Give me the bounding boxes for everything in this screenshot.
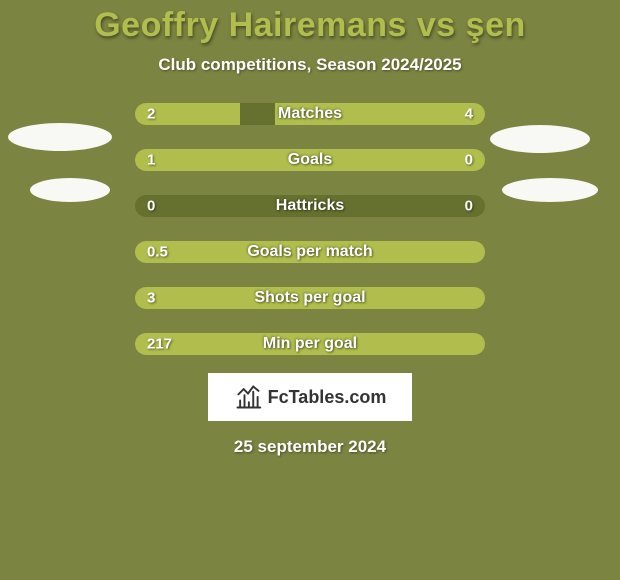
stat-row: Goals per match 0.5 <box>0 241 620 263</box>
stat-bar-track: Hattricks 0 0 <box>135 195 485 217</box>
player-right-name: şen <box>466 6 526 44</box>
stat-row: Goals 1 0 <box>0 149 620 171</box>
player-left-name: Geoffry Hairemans <box>94 6 407 44</box>
subtitle: Club competitions, Season 2024/2025 <box>158 55 461 75</box>
stat-label: Goals per match <box>247 243 372 261</box>
stat-right-value: 4 <box>465 106 473 123</box>
stat-bar-track: Goals per match 0.5 <box>135 241 485 263</box>
comparison-infographic: Geoffry Hairemans vs şen Club competitio… <box>0 0 620 580</box>
stat-label: Hattricks <box>276 197 344 215</box>
stat-row: Min per goal 217 <box>0 333 620 355</box>
stat-left-value: 217 <box>147 336 172 353</box>
stat-label: Matches <box>278 105 342 123</box>
stat-row: Matches 2 4 <box>0 103 620 125</box>
date-label: 25 september 2024 <box>234 437 386 457</box>
logo-text: FcTables.com <box>268 387 387 408</box>
stat-bar-track: Min per goal 217 <box>135 333 485 355</box>
fctables-logo: FcTables.com <box>208 373 412 421</box>
stat-label: Shots per goal <box>254 289 365 307</box>
stat-right-value: 0 <box>465 198 473 215</box>
stat-bar-track: Goals 1 0 <box>135 149 485 171</box>
stats-bars: Matches 2 4 Goals 1 0 Hattricks 0 0 Goals per mat… <box>0 103 620 355</box>
stat-bar-track: Matches 2 4 <box>135 103 485 125</box>
stat-label: Min per goal <box>263 335 357 353</box>
stat-row: Shots per goal 3 <box>0 287 620 309</box>
chart-icon <box>234 383 262 411</box>
stat-right-value: 0 <box>465 152 473 169</box>
stat-row: Hattricks 0 0 <box>0 195 620 217</box>
stat-label: Goals <box>288 151 332 169</box>
page-title: Geoffry Hairemans vs şen <box>94 6 526 45</box>
stat-left-value: 0.5 <box>147 244 168 261</box>
stat-left-value: 0 <box>147 198 155 215</box>
stat-bar-left-fill <box>135 149 398 171</box>
vs-separator: vs <box>407 6 466 44</box>
stat-left-value: 2 <box>147 106 155 123</box>
stat-bar-track: Shots per goal 3 <box>135 287 485 309</box>
stat-left-value: 1 <box>147 152 155 169</box>
stat-left-value: 3 <box>147 290 155 307</box>
